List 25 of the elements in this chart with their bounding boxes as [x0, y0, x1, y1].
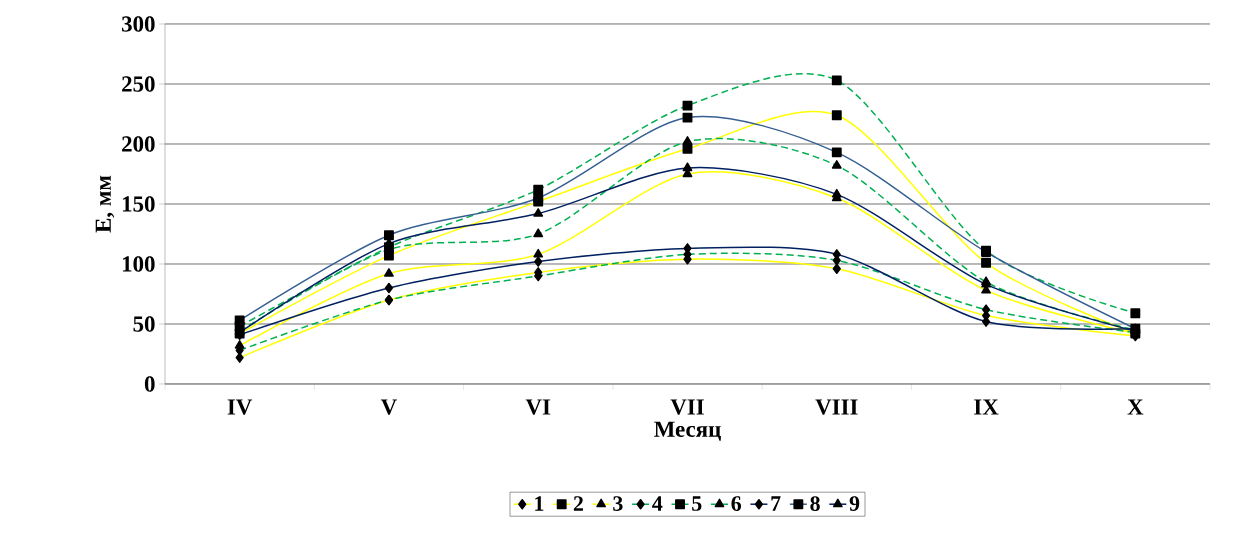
legend-label: 4: [652, 496, 663, 511]
legend-label: 7: [771, 496, 781, 511]
legend-label: 9: [849, 496, 860, 511]
legend-label: 8: [810, 496, 820, 511]
x-tick-label: IX: [974, 399, 999, 415]
x-tick-label: X: [1127, 399, 1144, 415]
legend-label: 3: [613, 496, 623, 511]
y-tick-label: 100: [122, 256, 155, 272]
y-tick-label: 0: [144, 376, 155, 392]
legend-label: 1: [535, 496, 544, 511]
x-tick-label: VI: [525, 399, 551, 415]
y-tick-label: 150: [122, 196, 155, 212]
legend-label: 2: [573, 496, 583, 511]
legend-label: 6: [731, 496, 742, 511]
x-axis-title: Месяц: [654, 421, 721, 441]
x-tick-label: VII: [670, 399, 704, 415]
y-tick-label: 200: [122, 136, 155, 152]
x-tick-label: VIII: [815, 399, 858, 415]
legend-label: 5: [692, 496, 702, 511]
x-tick-label: IV: [227, 399, 253, 415]
y-tick-label: 300: [121, 16, 155, 32]
y-tick-label: 50: [133, 316, 155, 332]
x-tick-label: V: [380, 399, 397, 415]
y-tick-label: 250: [122, 76, 155, 92]
y-axis-title: E, мм: [95, 175, 115, 233]
